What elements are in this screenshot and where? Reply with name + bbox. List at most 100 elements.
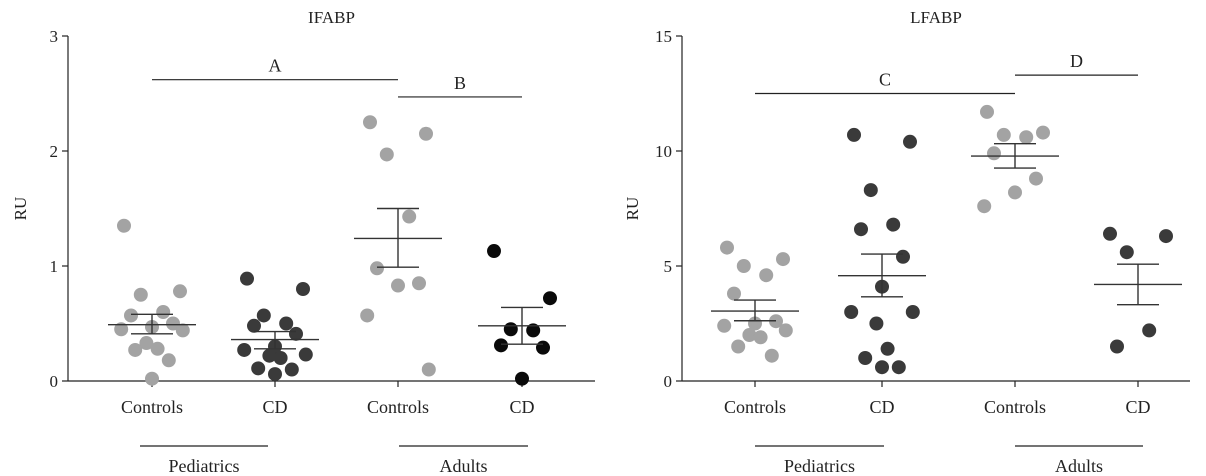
y-axis-label: RU	[623, 197, 642, 221]
data-point	[279, 316, 294, 331]
data-point	[412, 276, 426, 291]
data-point	[251, 361, 266, 376]
data-point	[543, 291, 557, 306]
y-tick-label: 15	[655, 27, 672, 46]
x-category-label: CD	[262, 397, 287, 417]
data-point	[854, 222, 868, 237]
data-point	[124, 308, 138, 323]
group-label: Pediatrics	[169, 456, 240, 476]
data-point	[128, 342, 143, 357]
data-point	[987, 146, 1001, 161]
data-point	[421, 362, 436, 377]
data-point	[117, 218, 131, 233]
y-tick-label: 10	[655, 142, 672, 161]
significance-label: D	[1070, 51, 1083, 71]
data-point	[536, 340, 550, 355]
x-category-label: Controls	[121, 397, 183, 417]
data-point	[240, 271, 254, 286]
data-point	[1142, 323, 1157, 338]
data-point	[977, 199, 992, 214]
data-point	[875, 360, 889, 375]
group-label: Adults	[1055, 456, 1103, 476]
data-point	[1110, 339, 1124, 354]
data-point	[727, 286, 741, 301]
y-tick-label: 1	[50, 257, 59, 276]
data-point	[256, 308, 271, 323]
data-point	[391, 278, 405, 293]
data-point	[133, 287, 148, 302]
data-point	[753, 330, 768, 345]
data-point	[296, 282, 310, 296]
data-point	[764, 348, 779, 363]
data-point	[175, 323, 190, 338]
x-category-label: CD	[509, 397, 534, 417]
data-point	[1008, 185, 1022, 200]
significance-label: A	[269, 56, 282, 76]
data-point	[903, 134, 917, 149]
x-category-label: Controls	[724, 397, 786, 417]
chart-title: IFABP	[308, 8, 355, 27]
data-point	[1036, 125, 1050, 140]
data-point	[776, 252, 790, 267]
data-point	[161, 353, 176, 368]
y-tick-label: 2	[50, 142, 59, 161]
data-point	[748, 316, 762, 331]
data-point	[736, 259, 751, 273]
data-point	[1029, 171, 1043, 186]
data-point	[156, 305, 171, 319]
data-point	[173, 284, 187, 299]
y-tick-label: 0	[664, 372, 673, 391]
x-category-label: CD	[1125, 397, 1150, 417]
data-point	[847, 127, 861, 142]
group-label: Adults	[439, 456, 487, 476]
data-point	[1019, 130, 1034, 145]
data-point	[268, 367, 282, 382]
data-point	[273, 351, 288, 365]
data-point	[858, 351, 873, 365]
y-tick-label: 0	[50, 372, 59, 391]
data-point	[886, 217, 901, 232]
data-point	[503, 322, 518, 337]
data-point	[370, 261, 384, 276]
data-point	[363, 115, 377, 130]
data-point	[1103, 226, 1117, 241]
data-point	[1159, 229, 1173, 244]
y-axis-label: RU	[11, 197, 30, 221]
significance-label: B	[454, 73, 466, 93]
data-point	[980, 104, 994, 119]
data-point	[844, 305, 859, 319]
data-point	[284, 362, 299, 377]
data-point	[717, 318, 732, 333]
data-point	[166, 316, 180, 331]
data-point	[237, 342, 252, 357]
data-point	[298, 347, 313, 362]
data-point	[247, 318, 261, 333]
data-point	[891, 360, 906, 375]
data-point	[731, 339, 746, 354]
data-point	[880, 341, 895, 356]
data-point	[759, 268, 774, 283]
y-tick-label: 5	[664, 257, 673, 276]
data-point	[139, 336, 154, 351]
x-category-label: Controls	[984, 397, 1046, 417]
data-point	[262, 348, 277, 363]
data-point	[360, 308, 375, 323]
data-point	[996, 127, 1011, 142]
data-point	[720, 240, 734, 255]
data-point	[419, 126, 433, 141]
data-point	[742, 328, 757, 342]
data-point	[379, 147, 394, 162]
data-point	[487, 244, 501, 259]
data-point	[402, 209, 417, 224]
chart-title: LFABP	[910, 8, 962, 27]
data-point	[145, 371, 159, 386]
data-point	[289, 326, 303, 341]
data-point	[526, 323, 541, 338]
data-point	[494, 338, 508, 353]
data-point	[905, 305, 920, 319]
data-point	[896, 249, 910, 264]
data-point	[863, 183, 878, 198]
data-point	[1119, 245, 1134, 260]
